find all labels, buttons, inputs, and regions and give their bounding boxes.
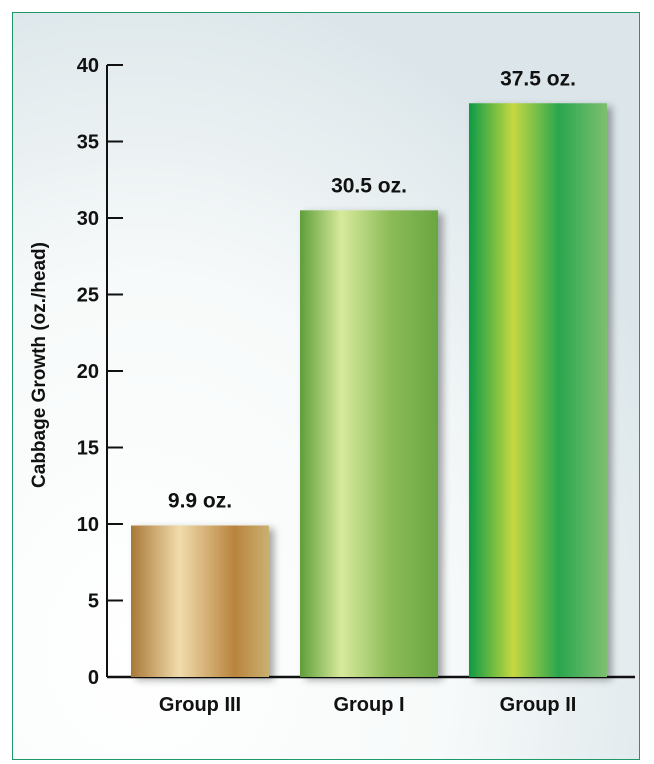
data-label: 9.9 oz. (168, 490, 232, 513)
bar-group-iii (131, 525, 269, 677)
x-category-label: Group II (500, 694, 577, 716)
x-category-label: Group I (333, 694, 404, 716)
y-tick-label: 0 (88, 667, 99, 689)
bar-group-i (300, 210, 438, 677)
bar-group-ii (469, 103, 607, 677)
data-label: 37.5 oz. (500, 67, 576, 90)
y-tick-label: 10 (77, 514, 99, 536)
chart-frame: 0 5 10 15 20 25 30 35 40 9.9 oz. Group III 30.5 oz… (12, 12, 640, 760)
x-category-label: Group III (159, 694, 241, 716)
y-tick-label: 30 (77, 208, 99, 230)
y-tick-label: 25 (77, 285, 99, 307)
y-tick-label: 40 (77, 55, 99, 77)
y-axis-label: Cabbage Growth (oz./head) (29, 242, 50, 488)
bar-chart: 0 5 10 15 20 25 30 35 40 9.9 oz. Group III 30.5 oz… (13, 13, 639, 759)
data-label: 30.5 oz. (331, 174, 407, 197)
y-tick-label: 15 (77, 438, 99, 460)
y-tick-label: 5 (88, 591, 99, 613)
y-tick-label: 20 (77, 361, 99, 383)
y-tick-label: 35 (77, 132, 99, 154)
